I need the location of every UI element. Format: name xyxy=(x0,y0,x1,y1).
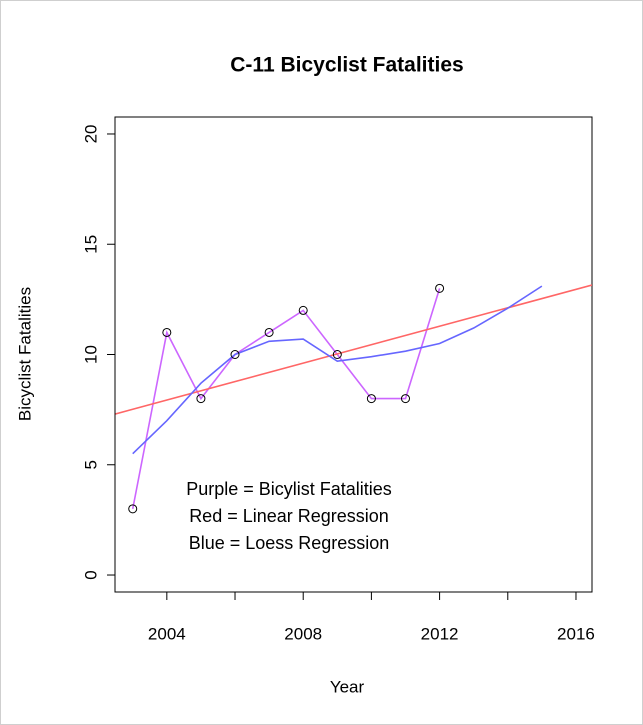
series-line xyxy=(115,284,592,415)
annotation: Red = Linear Regression xyxy=(189,506,389,526)
data-point xyxy=(332,350,342,359)
data-point xyxy=(400,394,410,404)
data-point xyxy=(196,394,206,404)
chart-title: C-11 Bicyclist Fatalities xyxy=(230,54,463,77)
x-tick-label: 2008 xyxy=(284,624,322,643)
annotation: Purple = Bicylist Fatalities xyxy=(186,479,392,499)
x-tick-label: 2016 xyxy=(557,624,595,643)
x-tick-label: 2004 xyxy=(148,624,186,643)
plot-area xyxy=(115,284,592,510)
data-point xyxy=(264,327,274,337)
data-point xyxy=(435,283,445,293)
y-axis-label: Bicyclist Fatalities xyxy=(15,287,34,421)
data-point xyxy=(366,394,376,404)
x-axis-label: Year xyxy=(330,677,365,696)
data-point xyxy=(162,327,172,337)
data-point xyxy=(128,504,138,514)
y-tick-label: 0 xyxy=(81,570,100,579)
y-tick-label: 5 xyxy=(81,460,100,469)
series-line xyxy=(131,288,441,510)
data-point xyxy=(230,350,240,359)
x-tick-label: 2012 xyxy=(421,624,459,643)
y-tick-label: 10 xyxy=(81,345,100,364)
annotation: Blue = Loess Regression xyxy=(189,533,390,553)
y-tick-label: 15 xyxy=(81,235,100,254)
series-line xyxy=(132,285,543,455)
y-tick-label: 20 xyxy=(81,125,100,144)
data-point xyxy=(298,305,308,315)
